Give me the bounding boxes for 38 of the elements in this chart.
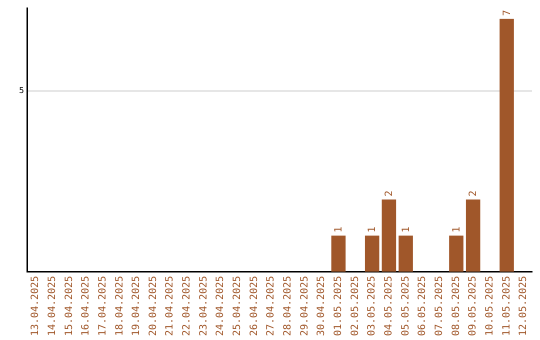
x-tick-label: 29.04.2025: [299, 276, 310, 336]
x-tick-label: 10.05.2025: [484, 276, 496, 336]
x-tick-label: 05.05.2025: [400, 276, 412, 336]
x-tick-label: 28.04.2025: [282, 276, 294, 336]
x-tick-label: 12.05.2025: [518, 276, 530, 336]
x-tick-label: 18.04.2025: [114, 276, 126, 336]
data-label: 2: [468, 190, 480, 197]
x-tick-label: 13.04.2025: [30, 276, 42, 336]
data-label: 7: [502, 10, 513, 16]
x-tick-label: 07.05.2025: [434, 276, 446, 336]
data-label: 1: [367, 226, 378, 233]
x-tick-label: 25.04.2025: [232, 276, 244, 336]
x-tick-label: 22.04.2025: [182, 276, 193, 336]
y-tick-label: 5: [18, 86, 24, 96]
x-tick-label: 21.04.2025: [164, 276, 176, 336]
data-label: 1: [333, 226, 344, 233]
x-tick-label: 27.04.2025: [266, 276, 277, 336]
x-tick-label: 26.04.2025: [248, 276, 260, 336]
x-tick-label: 23.04.2025: [198, 276, 210, 336]
x-tick-label: 15.04.2025: [64, 276, 75, 336]
x-tick-label: 20.04.2025: [148, 276, 159, 336]
x-tick-label: 11.05.2025: [501, 276, 512, 336]
data-label: 1: [451, 226, 462, 233]
x-tick-label: 02.05.2025: [350, 276, 361, 336]
x-tick-label: 16.04.2025: [80, 276, 92, 336]
x-tick-label: 09.05.2025: [468, 276, 479, 336]
x-tick-label: 08.05.2025: [450, 276, 462, 336]
x-tick-label: 19.04.2025: [131, 276, 142, 336]
x-tick-label: 01.05.2025: [333, 276, 344, 336]
x-tick-label: 06.05.2025: [417, 276, 428, 336]
x-tick-label: 03.05.2025: [366, 276, 378, 336]
x-tick-label: 24.04.2025: [215, 276, 226, 336]
x-tick-label: 17.04.2025: [97, 276, 108, 336]
data-label: 1: [400, 226, 412, 233]
x-tick-label: 04.05.2025: [384, 276, 395, 336]
data-label: 2: [384, 190, 395, 197]
x-tick-label: 14.04.2025: [46, 276, 58, 336]
x-tick-label: 30.04.2025: [316, 276, 328, 336]
